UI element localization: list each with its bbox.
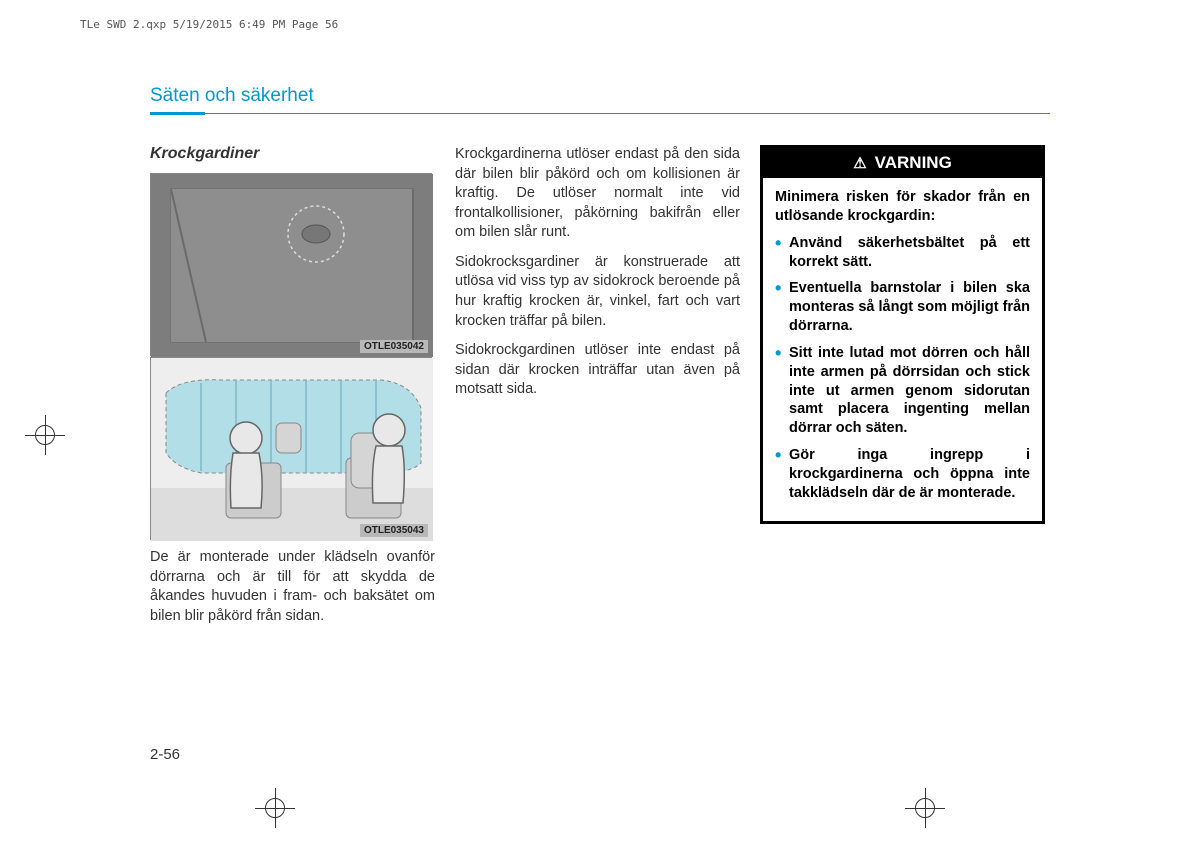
warning-header: ⚠ VARNING — [763, 148, 1042, 178]
warning-item: Gör inga ingrepp i krockgardinerna och ö… — [775, 446, 1030, 503]
crop-mark-bottom-right — [900, 783, 950, 833]
content-columns: Krockgardiner OTLE035042 — [150, 145, 1050, 636]
crop-mark-bottom-left — [250, 783, 300, 833]
column-1: Krockgardiner OTLE035042 — [150, 145, 435, 636]
warning-triangle-icon: ⚠ — [853, 154, 866, 172]
col1-paragraph: De är monterade under klädseln ovanför d… — [150, 548, 435, 626]
warning-title: VARNING — [875, 153, 952, 173]
warning-list: Använd säkerhetsbältet på ett korrekt sä… — [775, 234, 1030, 503]
col2-paragraph-3: Sidokrockgardinen utlöser inte endast på… — [455, 341, 740, 400]
page-content: Säten och säkerhet Krockgardiner — [150, 85, 1050, 636]
figure-airbag-location: OTLE035042 — [150, 173, 432, 356]
page-number: 2-56 — [150, 746, 180, 763]
col2-paragraph-1: Krockgardinerna utlöser endast på den si… — [455, 145, 740, 243]
image-id-bottom: OTLE035043 — [360, 524, 428, 537]
warning-box: ⚠ VARNING Minimera risken för skador frå… — [760, 145, 1045, 524]
subsection-title: Krockgardiner — [150, 145, 435, 163]
print-header: TLe SWD 2.qxp 5/19/2015 6:49 PM Page 56 — [80, 18, 338, 31]
warning-item: Eventuella barnstolar i bilen ska monter… — [775, 279, 1030, 336]
column-2: Krockgardinerna utlöser endast på den si… — [455, 145, 740, 636]
warning-item: Sitt inte lutad mot dörren och håll inte… — [775, 344, 1030, 438]
column-3: ⚠ VARNING Minimera risken för skador frå… — [760, 145, 1045, 636]
warning-body: Minimera risken för skador från en utlös… — [763, 178, 1042, 521]
crop-mark-left — [20, 410, 70, 460]
figure-airbag-deployed: OTLE035043 — [150, 357, 432, 540]
section-title: Säten och säkerhet — [150, 85, 1050, 107]
warning-item: Använd säkerhetsbältet på ett korrekt sä… — [775, 234, 1030, 272]
col2-paragraph-2: Sidokrocksgardiner är konstruerade att u… — [455, 253, 740, 331]
title-underline — [150, 112, 1050, 115]
warning-intro: Minimera risken för skador från en utlös… — [775, 188, 1030, 226]
image-id-top: OTLE035042 — [360, 340, 428, 353]
